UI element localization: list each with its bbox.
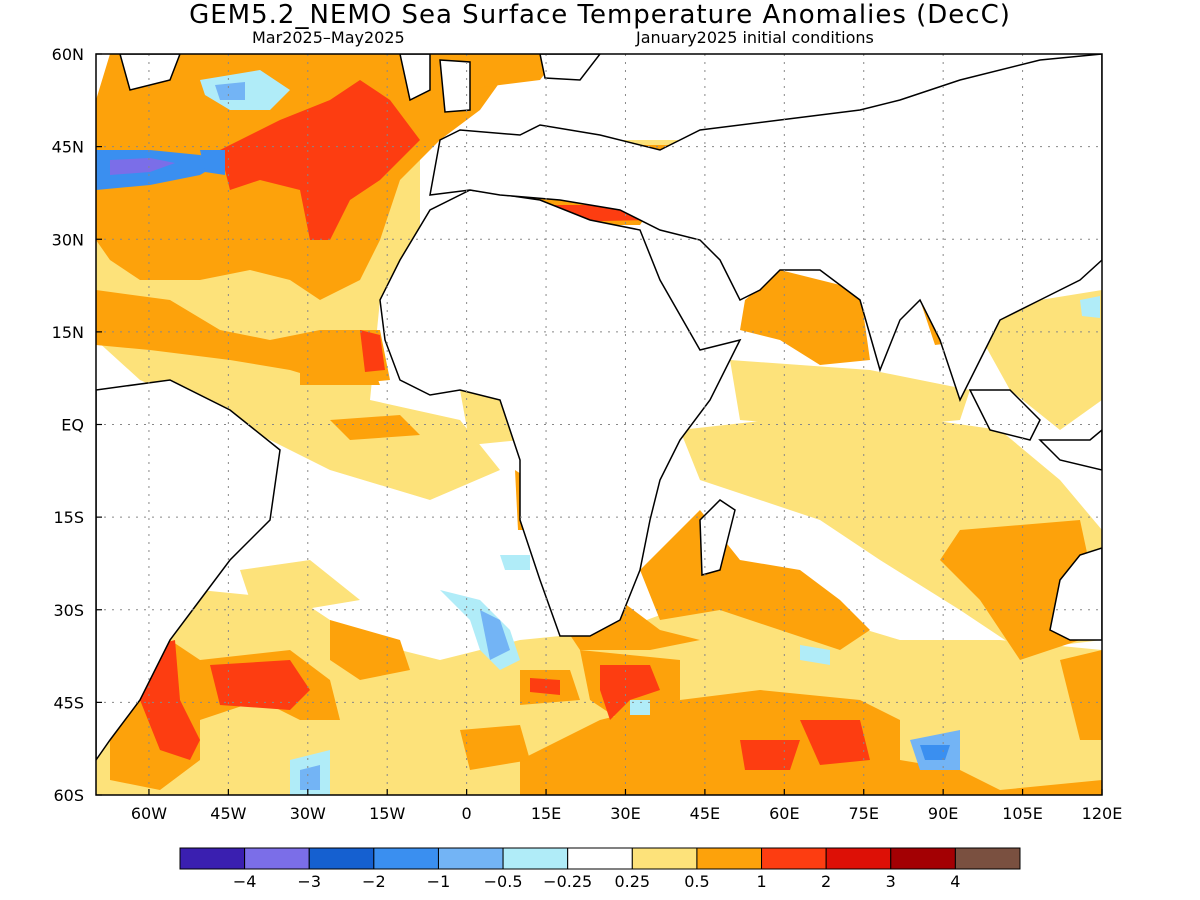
lat-tick-label: 45S — [53, 693, 84, 712]
colorbar-label: −2 — [362, 872, 386, 891]
lon-tick-label: 60W — [131, 804, 167, 823]
lon-tick-label: 30E — [610, 804, 640, 823]
colorbar-swatch — [696, 847, 763, 870]
lon-tick-label: 0 — [462, 804, 472, 823]
lat-tick-label: 60S — [53, 786, 84, 805]
colorbar-swatch — [567, 847, 633, 870]
forecast-period: Mar2025–May2025 — [252, 28, 405, 47]
lat-tick-label: 15N — [52, 323, 84, 342]
colorbar-label: −3 — [297, 872, 321, 891]
colorbar-swatch — [502, 847, 569, 870]
coastlines — [96, 54, 1102, 762]
axis-ticks: 60W 45W 30W 15W 0 15E 30E 45E 60E 75E 90E 105E 120E 6… — [52, 45, 1123, 823]
anomaly-field — [96, 54, 1102, 795]
lat-tick-label: 15S — [53, 508, 84, 527]
colorbar-swatch — [437, 847, 504, 870]
colorbar-label: −0.25 — [543, 872, 592, 891]
lat-tick-label: 30S — [53, 601, 84, 620]
colorbar-swatch — [890, 847, 956, 870]
colorbar-label: 3 — [886, 872, 896, 891]
lon-tick-label: 105E — [1002, 804, 1043, 823]
colorbar-label: −1 — [427, 872, 451, 891]
lon-tick-label: 45E — [690, 804, 720, 823]
initial-conditions: January2025 initial conditions — [636, 28, 874, 47]
lat-tick-label: 45N — [52, 138, 84, 157]
colorbar-swatch — [761, 847, 827, 870]
colorbar-swatch — [373, 847, 439, 870]
chart-title: GEM5.2_NEMO Sea Surface Temperature Anom… — [189, 0, 1011, 30]
colorbar-swatch — [825, 847, 892, 870]
colorbar-swatch — [631, 847, 698, 870]
lon-tick-label: 75E — [849, 804, 879, 823]
colorbar-swatch — [954, 847, 1021, 870]
negative-anomalies — [96, 70, 1100, 795]
colorbar-label: 1 — [756, 872, 766, 891]
colorbar-swatch — [179, 847, 246, 870]
lat-tick-label: 30N — [52, 230, 84, 249]
colorbar-label: 4 — [950, 872, 960, 891]
gridlines — [96, 54, 1102, 795]
lat-tick-label: EQ — [61, 416, 84, 435]
colorbar-label: 0.25 — [614, 872, 650, 891]
colorbar-label: −0.5 — [484, 872, 523, 891]
lon-tick-label: 15W — [369, 804, 405, 823]
lon-tick-label: 60E — [769, 804, 799, 823]
lon-tick-label: 15E — [531, 804, 561, 823]
colorbar-label: 2 — [821, 872, 831, 891]
colorbar: −4 −3 −2 −1 −0.5 −0.25 0.25 0.5 1 2 3 4 — [179, 847, 1021, 891]
lon-tick-label: 90E — [928, 804, 958, 823]
colorbar-swatch — [308, 847, 375, 870]
lon-tick-label: 30W — [290, 804, 326, 823]
lat-tick-label: 60N — [52, 45, 84, 64]
colorbar-swatch — [244, 847, 310, 870]
lon-tick-label: 120E — [1082, 804, 1123, 823]
colorbar-label: −4 — [233, 872, 257, 891]
lon-tick-label: 45W — [210, 804, 246, 823]
colorbar-label: 0.5 — [684, 872, 709, 891]
